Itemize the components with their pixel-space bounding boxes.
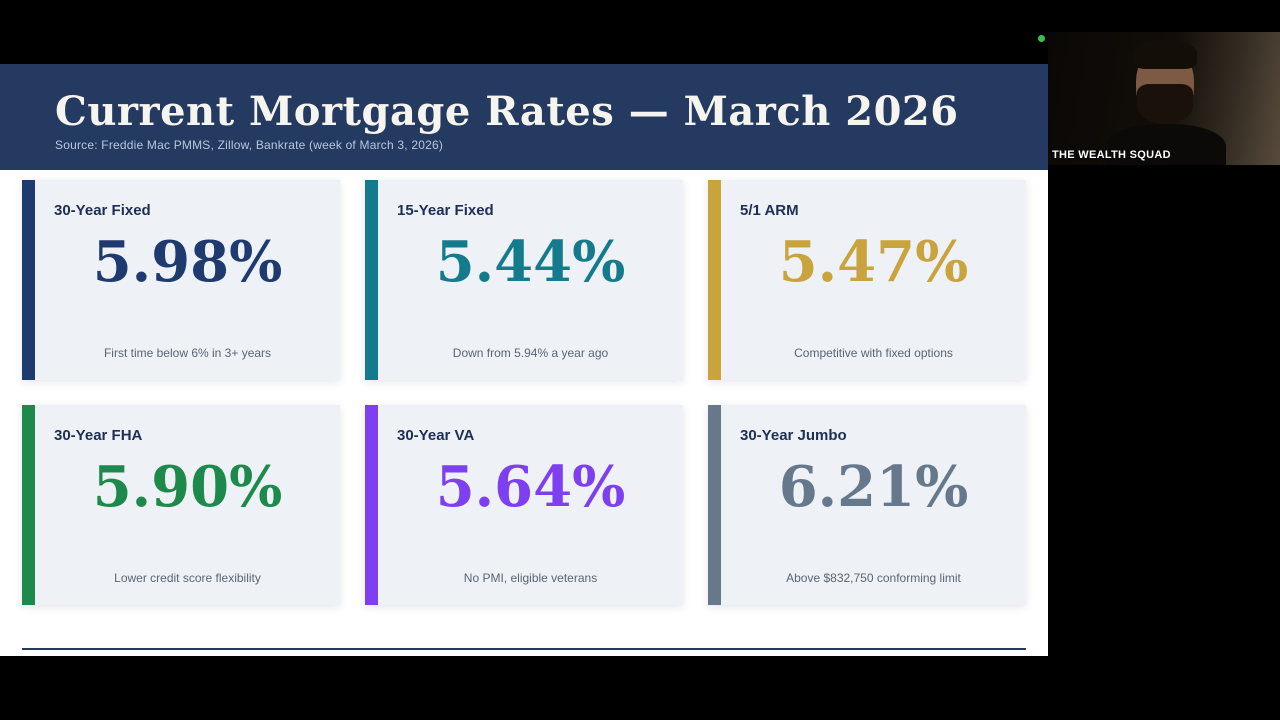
slide-header: Current Mortgage Rates — March 2026 Sour…	[0, 64, 1048, 170]
rate-cards-grid: 30-Year Fixed 5.98% First time below 6% …	[22, 180, 1026, 605]
rate-value: 5.98%	[92, 229, 283, 295]
rate-value: 5.64%	[435, 454, 626, 520]
rate-note: First time below 6% in 3+ years	[103, 346, 272, 360]
video-panel: THE WEALTH SQUAD	[1048, 0, 1280, 720]
participant-beard	[1137, 84, 1193, 124]
rate-card-15yr-fixed: 15-Year Fixed 5.44% Down from 5.94% a ye…	[365, 180, 683, 380]
rate-card-title: 15-Year Fixed	[397, 202, 494, 219]
rate-value: 5.90%	[92, 454, 283, 520]
rate-card-title: 30-Year Jumbo	[740, 427, 847, 444]
shared-slide: Current Mortgage Rates — March 2026 Sour…	[0, 64, 1048, 656]
rate-card-5-1-arm: 5/1 ARM 5.47% Competitive with fixed opt…	[708, 180, 1026, 380]
rate-note: Down from 5.94% a year ago	[452, 346, 609, 360]
rate-value: 5.47%	[778, 229, 969, 295]
card-accent-bar	[365, 405, 378, 605]
rate-card-title: 30-Year Fixed	[54, 202, 151, 219]
card-accent-bar	[708, 180, 721, 380]
rate-value: 6.21%	[778, 454, 969, 520]
rate-card-30yr-jumbo: 30-Year Jumbo 6.21% Above $832,750 confo…	[708, 405, 1026, 605]
slide-footer-rule	[22, 648, 1026, 650]
rate-card-30yr-fha: 30-Year FHA 5.90% Lower credit score fle…	[22, 405, 340, 605]
rate-note: Above $832,750 conforming limit	[786, 571, 961, 585]
rate-card-title: 30-Year FHA	[54, 427, 143, 444]
rate-note: Lower credit score flexibility	[114, 571, 261, 585]
participant-name-label: THE WEALTH SQUAD	[1052, 149, 1171, 161]
card-accent-bar	[365, 180, 378, 380]
participant-hair	[1133, 39, 1197, 69]
rate-card-title: 30-Year VA	[397, 427, 475, 444]
card-accent-bar	[708, 405, 721, 605]
camera-indicator-dot	[1038, 35, 1045, 42]
card-accent-bar	[22, 405, 35, 605]
rate-card-title: 5/1 ARM	[740, 202, 799, 219]
slide-source: Source: Freddie Mac PMMS, Zillow, Bankra…	[55, 138, 444, 152]
participant-silhouette	[1106, 124, 1226, 165]
rate-note: No PMI, eligible veterans	[463, 571, 598, 585]
card-accent-bar	[22, 180, 35, 380]
rate-card-30yr-va: 30-Year VA 5.64% No PMI, eligible vetera…	[365, 405, 683, 605]
rate-card-30yr-fixed: 30-Year Fixed 5.98% First time below 6% …	[22, 180, 340, 380]
webcam-tile[interactable]: THE WEALTH SQUAD	[1048, 32, 1280, 165]
rate-value: 5.44%	[435, 229, 626, 295]
rate-note: Competitive with fixed options	[794, 346, 953, 360]
page-title: Current Mortgage Rates — March 2026	[55, 88, 959, 135]
